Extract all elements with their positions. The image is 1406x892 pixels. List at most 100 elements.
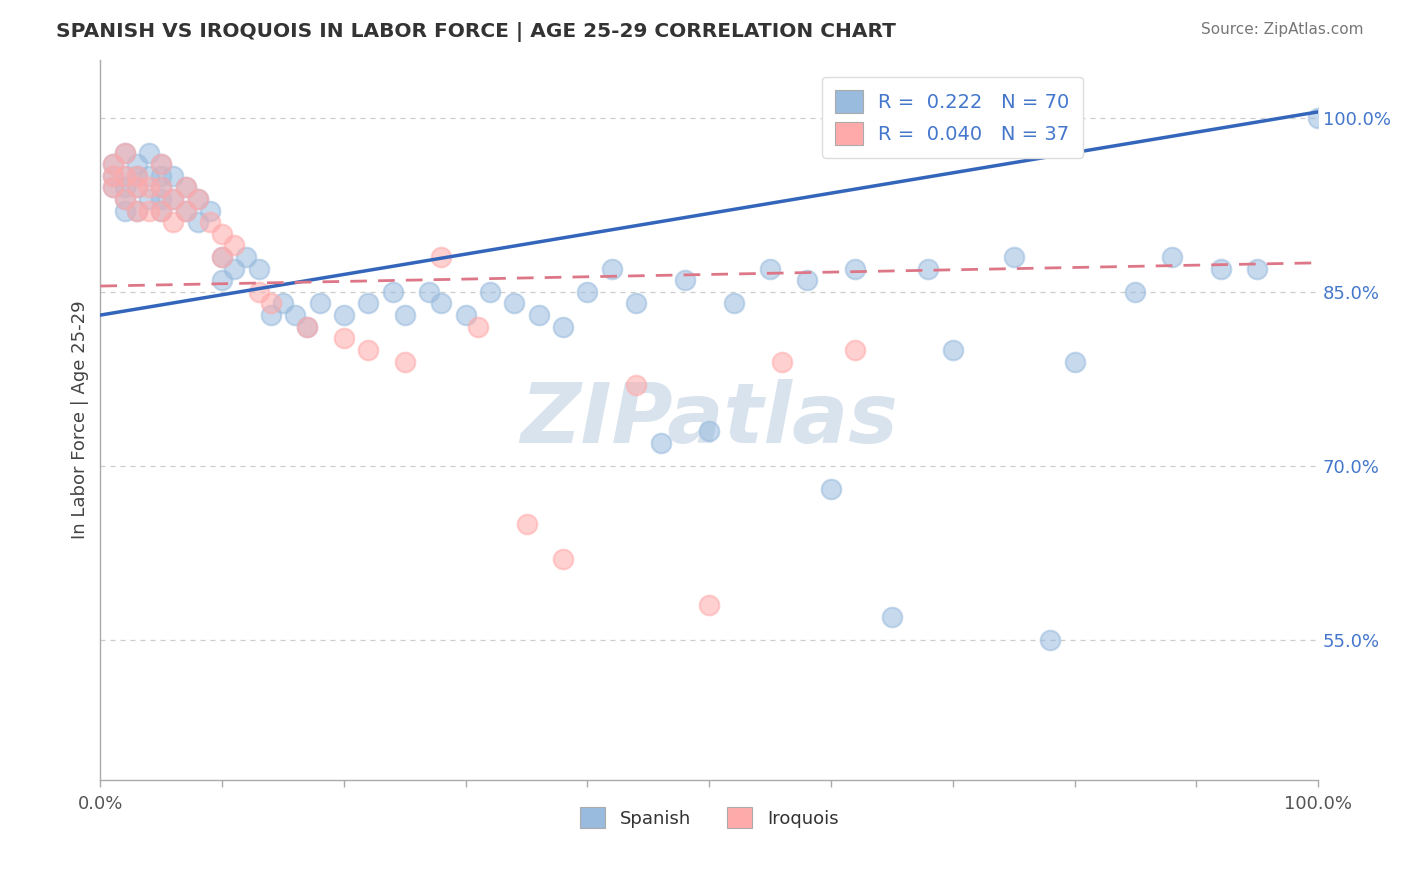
Point [162, 215, 184, 229]
Y-axis label: In Labor Force | Age 25-29: In Labor Force | Age 25-29 [72, 301, 89, 539]
Point [138, 169, 160, 183]
Point [247, 285, 270, 299]
Point [114, 169, 136, 183]
Point [394, 354, 416, 368]
Point [673, 273, 696, 287]
Point [467, 319, 489, 334]
Point [125, 180, 148, 194]
Point [114, 180, 136, 194]
Point [430, 296, 453, 310]
Point [101, 169, 124, 183]
Point [297, 319, 319, 334]
Point [479, 285, 502, 299]
Point [101, 180, 124, 194]
Point [125, 203, 148, 218]
Point [1246, 261, 1268, 276]
Point [138, 203, 160, 218]
Point [1002, 250, 1025, 264]
Point [454, 308, 477, 322]
Point [198, 215, 221, 229]
Point [125, 157, 148, 171]
Point [333, 308, 356, 322]
Point [162, 192, 184, 206]
Point [198, 203, 221, 218]
Point [1063, 354, 1085, 368]
Point [357, 343, 380, 357]
Legend: Spanish, Iroquois: Spanish, Iroquois [572, 800, 845, 836]
Text: ZIPatlas: ZIPatlas [520, 379, 898, 460]
Point [187, 192, 209, 206]
Point [150, 203, 173, 218]
Point [260, 308, 283, 322]
Point [759, 261, 782, 276]
Point [187, 192, 209, 206]
Point [418, 285, 440, 299]
Point [333, 331, 356, 345]
Point [125, 180, 148, 194]
Point [796, 273, 818, 287]
Point [247, 261, 270, 276]
Point [394, 308, 416, 322]
Point [101, 169, 124, 183]
Point [114, 192, 136, 206]
Text: SPANISH VS IROQUOIS IN LABOR FORCE | AGE 25-29 CORRELATION CHART: SPANISH VS IROQUOIS IN LABOR FORCE | AGE… [56, 22, 896, 42]
Point [187, 215, 209, 229]
Point [150, 180, 173, 194]
Point [235, 250, 257, 264]
Point [174, 203, 197, 218]
Point [942, 343, 965, 357]
Point [650, 435, 672, 450]
Point [224, 261, 246, 276]
Point [553, 552, 575, 566]
Point [844, 343, 866, 357]
Point [101, 157, 124, 171]
Point [503, 296, 526, 310]
Point [125, 203, 148, 218]
Point [820, 483, 842, 497]
Point [357, 296, 380, 310]
Point [1125, 285, 1147, 299]
Point [308, 296, 330, 310]
Point [723, 296, 745, 310]
Point [211, 227, 233, 241]
Point [114, 203, 136, 218]
Point [381, 285, 404, 299]
Point [125, 169, 148, 183]
Point [125, 169, 148, 183]
Point [527, 308, 550, 322]
Point [211, 273, 233, 287]
Point [624, 296, 647, 310]
Point [260, 296, 283, 310]
Point [174, 180, 197, 194]
Point [697, 599, 720, 613]
Point [138, 180, 160, 194]
Point [150, 169, 173, 183]
Point [138, 192, 160, 206]
Point [101, 180, 124, 194]
Point [150, 203, 173, 218]
Point [1308, 111, 1330, 125]
Point [211, 250, 233, 264]
Point [1039, 633, 1062, 648]
Point [150, 192, 173, 206]
Point [624, 377, 647, 392]
Point [697, 424, 720, 438]
Point [114, 192, 136, 206]
Point [138, 145, 160, 160]
Point [271, 296, 294, 310]
Point [162, 169, 184, 183]
Point [600, 261, 623, 276]
Point [150, 180, 173, 194]
Point [297, 319, 319, 334]
Point [114, 145, 136, 160]
Point [770, 354, 793, 368]
Text: Source: ZipAtlas.com: Source: ZipAtlas.com [1201, 22, 1364, 37]
Point [576, 285, 599, 299]
Point [162, 192, 184, 206]
Point [917, 261, 939, 276]
Point [880, 610, 903, 624]
Point [211, 250, 233, 264]
Point [224, 238, 246, 252]
Point [114, 169, 136, 183]
Point [1161, 250, 1184, 264]
